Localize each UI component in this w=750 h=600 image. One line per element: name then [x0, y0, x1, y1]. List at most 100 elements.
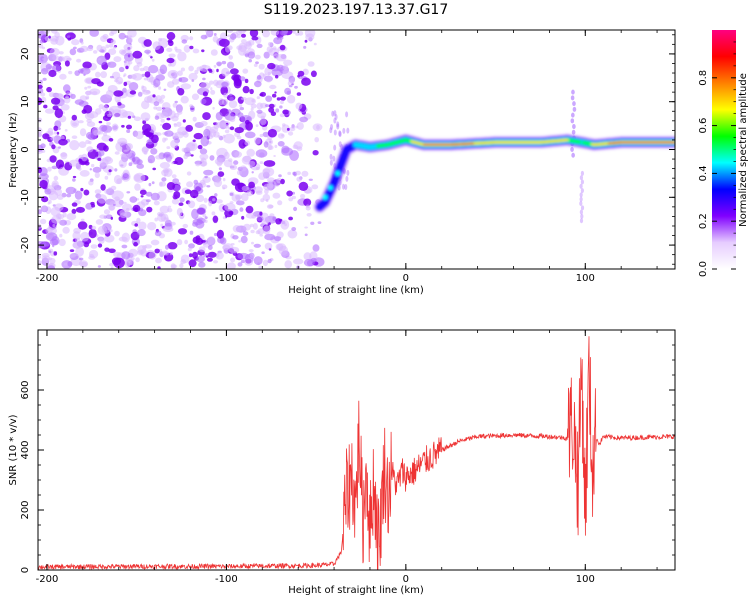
spectrogram-noise-blob — [112, 46, 117, 49]
spectrogram-noise-blob — [135, 257, 140, 263]
spectrogram-noise-blob — [69, 159, 80, 167]
spectrogram-noise-blob — [262, 193, 271, 202]
spectrogram-noise-blob — [330, 124, 334, 131]
spectrogram-noise-blob — [157, 211, 165, 217]
spectrogram-noise-blob — [163, 88, 167, 92]
spectrogram-noise-blob — [223, 92, 229, 98]
spectrogram-noise-blob — [109, 229, 113, 233]
spectrogram-noise-blob — [275, 108, 280, 113]
spectrogram-noise-blob — [51, 236, 60, 246]
spectrogram-noise-blob — [150, 148, 158, 155]
spectrogram-noise-blob — [266, 204, 274, 209]
spectrogram-noise-blob — [142, 245, 147, 249]
spectrogram-noise-blob — [132, 50, 143, 59]
spectrogram-noise-blob — [207, 245, 213, 250]
spectrogram-noise-blob — [221, 67, 230, 77]
spectrogram-noise-blob — [580, 213, 584, 219]
spectrogram-noise-blob — [108, 169, 112, 173]
spectrogram-noise-blob — [97, 243, 103, 248]
spectrogram-noise-blob — [115, 76, 124, 85]
spectrogram-noise-blob — [255, 230, 261, 235]
spectrogram-noise-blob — [154, 230, 162, 237]
spectrogram-noise-blob — [41, 255, 51, 262]
spectrogram-noise-blob — [57, 93, 64, 100]
spectrogram-noise-blob — [346, 169, 350, 176]
spectrogram-noise-blob — [345, 111, 349, 118]
spectrogram-noise-blob — [160, 94, 166, 99]
spectrogram-noise-blob — [79, 128, 87, 137]
spectrogram-noise-blob — [143, 39, 152, 47]
spectrogram-noise-blob — [279, 105, 283, 109]
spectrogram-noise-blob — [143, 66, 150, 71]
spectrogram-noise-blob — [266, 46, 274, 53]
spectrogram-noise-blob — [278, 245, 289, 256]
spectrogram-noise-blob — [110, 185, 117, 191]
spectrogram-noise-blob — [167, 205, 172, 208]
spectrogram-noise-blob — [229, 201, 234, 204]
spectrogram-noise-blob — [177, 70, 183, 76]
spectrogram-noise-blob — [213, 178, 222, 188]
spectrogram-noise-blob — [229, 116, 236, 123]
spectrogram-noise-blob — [106, 122, 111, 126]
spectrogram-noise-blob — [204, 219, 208, 224]
spectrogram-noise-blob — [66, 57, 72, 61]
spectrogram-noise-blob — [248, 249, 254, 253]
spectrogram-noise-blob — [242, 231, 249, 236]
spectrogram-noise-blob — [154, 248, 160, 254]
spectrogram-noise-blob — [95, 219, 104, 225]
spectrogram-noise-blob — [269, 84, 277, 90]
spectrogram-noise-blob — [226, 30, 234, 34]
spectrogram-noise-blob — [213, 175, 219, 180]
spectrogram-noise-blob — [204, 175, 208, 179]
spectrogram-noise-blob — [232, 235, 239, 240]
spectrogram-noise-blob — [68, 70, 73, 75]
spectrogram-noise-blob — [181, 147, 187, 153]
spectrogram-noise-blob — [141, 147, 149, 153]
spectrogram-noise-blob — [240, 259, 246, 264]
spectrogram-noise-blob — [268, 145, 274, 151]
spectrogram-noise-blob — [162, 102, 171, 111]
spectrogram-noise-blob — [272, 192, 281, 199]
spectrogram-noise-blob — [276, 97, 281, 101]
spectrogram-noise-blob — [246, 190, 253, 197]
spectrogram-noise-blob — [53, 251, 58, 256]
spectrogram-noise-blob — [49, 47, 60, 57]
spectrogram-noise-blob — [99, 124, 108, 132]
spectrogram-noise-blob — [186, 171, 192, 176]
spectrogram-noise-blob — [140, 248, 147, 257]
spectrogram-noise-blob — [48, 92, 55, 98]
spectrogram-noise-blob — [269, 213, 275, 217]
spectrogram-noise-blob — [113, 56, 122, 63]
spectrogram-noise-blob — [274, 144, 278, 148]
spectrogram-noise-blob — [253, 243, 261, 248]
spectrogram-noise-blob — [220, 85, 223, 89]
spectrogram-noise-blob — [255, 54, 261, 60]
spectrogram-noise-blob — [346, 127, 350, 134]
spectrogram-noise-blob — [96, 44, 103, 52]
spectrogram-noise-blob — [80, 218, 85, 221]
spectrogram-noise-blob — [221, 81, 229, 87]
colorbar-tick-label: 0.6 — [698, 118, 709, 134]
spectrogram-noise-blob — [215, 121, 224, 128]
spectrogram-noise-blob — [97, 194, 108, 204]
spectrogram-noise-blob — [57, 194, 64, 200]
spectrogram-noise-blob — [80, 45, 89, 53]
spectrogram-noise-blob — [63, 96, 71, 104]
spectrogram-noise-blob — [239, 107, 244, 111]
spectrogram-noise-blob — [208, 200, 213, 207]
spectrogram-noise-blob — [60, 104, 70, 111]
spectrogram-noise-blob — [277, 200, 283, 206]
spectrogram-noise-blob — [48, 35, 51, 39]
spectrogram-noise-blob — [259, 133, 264, 138]
spectrogram-noise-blob — [198, 261, 206, 268]
spectrogram-noise-blob — [97, 265, 101, 268]
spectrogram-noise-blob — [75, 246, 84, 257]
spectrogram-noise-blob — [200, 98, 207, 105]
spectrogram-noise-blob — [38, 43, 44, 49]
spectrogram-noise-blob — [166, 182, 176, 190]
spectrogram-noise-blob — [71, 114, 78, 121]
spectrogram-noise-blob — [41, 205, 48, 212]
spectrogram-noise-blob — [277, 141, 285, 147]
spectrogram-noise-blob — [258, 63, 265, 70]
spectrogram-noise-blob — [223, 133, 235, 144]
